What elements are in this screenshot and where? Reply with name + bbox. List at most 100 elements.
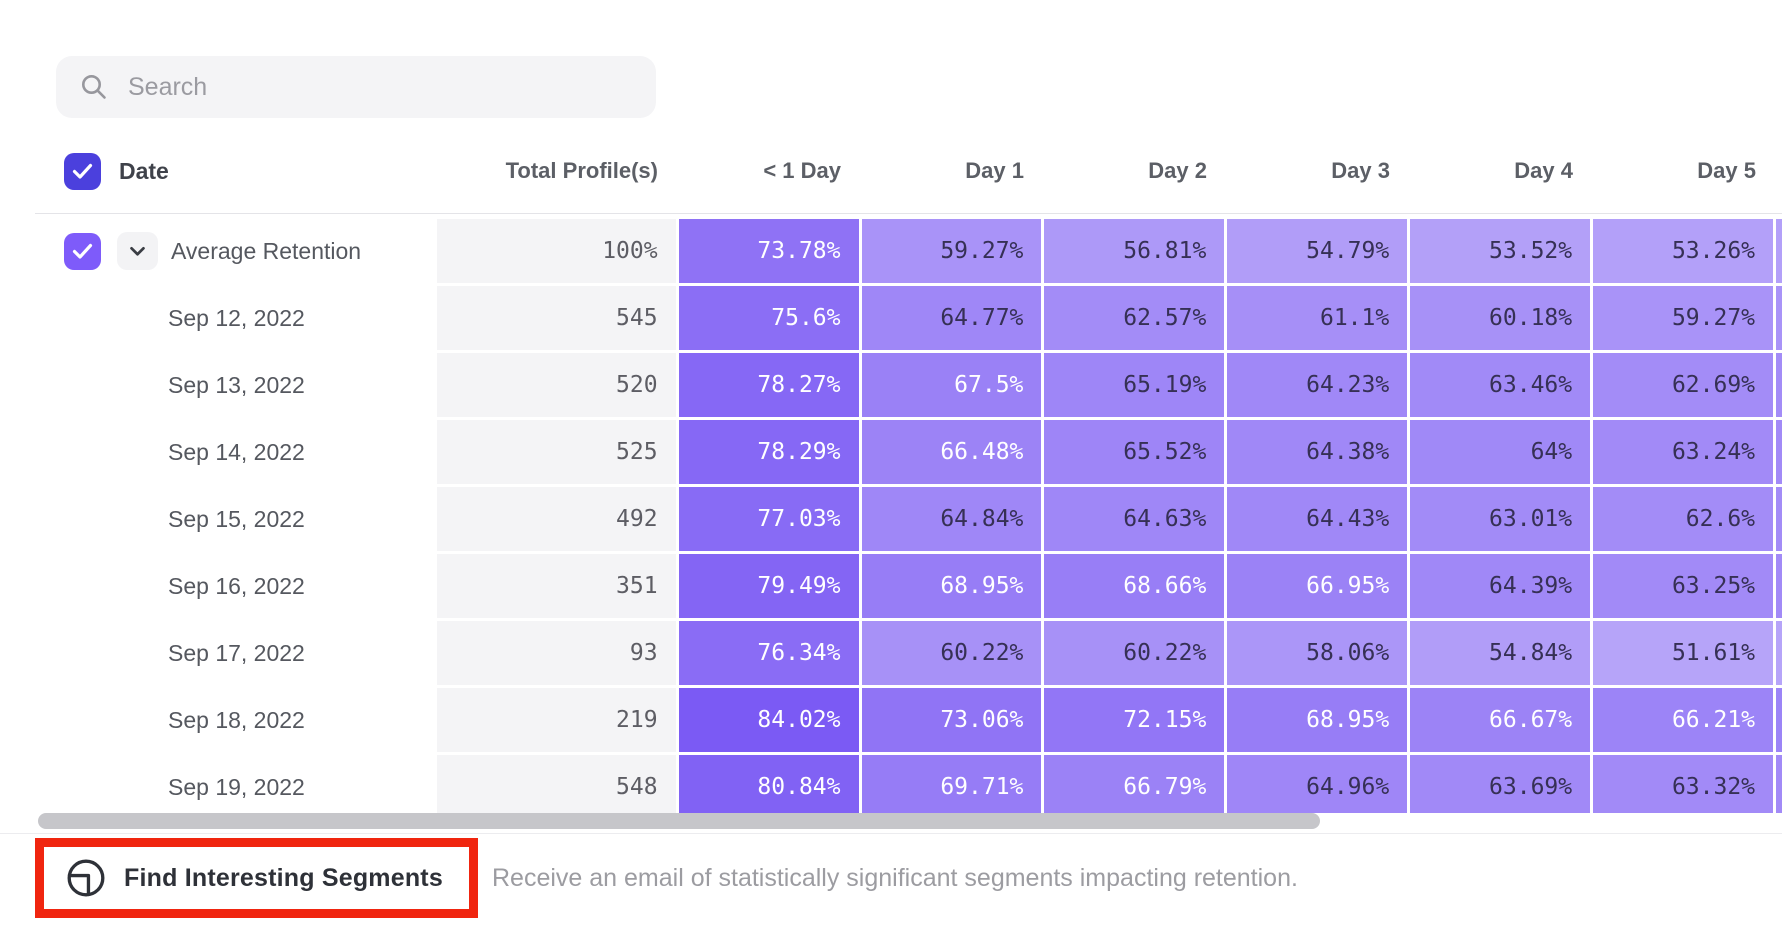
clipped-next-column-cell (1776, 420, 1782, 484)
total-profiles-cell: 351 (436, 554, 676, 618)
clipped-next-column-cell (1776, 688, 1782, 752)
column-header-day-3: Day 3 (1331, 158, 1390, 183)
table-row: Sep 15, 2022 492 77.03% 64.84% 64.63% 64.43% 6… (0, 487, 1782, 551)
total-profiles-cell: 545 (436, 286, 676, 350)
row-label: Sep 16, 2022 (168, 572, 305, 599)
retention-cell[interactable]: 61.1% (1227, 286, 1408, 350)
clipped-next-column-cell (1776, 755, 1782, 813)
row-label: Sep 13, 2022 (168, 371, 305, 398)
retention-cell[interactable]: 62.69% (1593, 353, 1774, 417)
column-header-day-1: Day 1 (965, 158, 1024, 183)
retention-cell[interactable]: 64.43% (1227, 487, 1408, 551)
retention-cell[interactable]: 66.79% (1044, 755, 1225, 813)
retention-cell[interactable]: 58.06% (1227, 621, 1408, 685)
retention-cell[interactable]: 53.26% (1593, 219, 1774, 283)
retention-cell[interactable]: 59.27% (861, 219, 1042, 283)
retention-cell[interactable]: 62.57% (1044, 286, 1225, 350)
clipped-next-column-cell (1776, 219, 1782, 283)
retention-cell[interactable]: 62.6% (1593, 487, 1774, 551)
retention-cell[interactable]: 84.02% (678, 688, 859, 752)
retention-cell[interactable]: 80.84% (678, 755, 859, 813)
retention-cell[interactable]: 64.23% (1227, 353, 1408, 417)
retention-cell[interactable]: 79.49% (678, 554, 859, 618)
column-header--1-day: < 1 Day (763, 158, 841, 183)
retention-cell[interactable]: 68.95% (861, 554, 1042, 618)
retention-cell[interactable]: 51.61% (1593, 621, 1774, 685)
row-label: Sep 18, 2022 (168, 706, 305, 733)
clipped-next-column-cell (1776, 286, 1782, 350)
retention-cell[interactable]: 66.48% (861, 420, 1042, 484)
retention-cell[interactable]: 64.84% (861, 487, 1042, 551)
horizontal-scrollbar-thumb[interactable] (38, 813, 1320, 829)
row-label: Sep 19, 2022 (168, 773, 305, 800)
search-bar[interactable] (56, 56, 656, 118)
column-header-date: Date (119, 157, 169, 184)
total-profiles-cell: 219 (436, 688, 676, 752)
retention-cell[interactable]: 63.01% (1410, 487, 1591, 551)
table-row: Sep 17, 2022 93 76.34% 60.22% 60.22% 58.06% 54… (0, 621, 1782, 685)
retention-cell[interactable]: 63.46% (1410, 353, 1591, 417)
retention-cell[interactable]: 78.29% (678, 420, 859, 484)
retention-cell[interactable]: 78.27% (678, 353, 859, 417)
retention-cell[interactable]: 73.06% (861, 688, 1042, 752)
retention-cell[interactable]: 66.21% (1593, 688, 1774, 752)
expand-collapse-button[interactable] (117, 232, 158, 270)
retention-cell[interactable]: 63.69% (1410, 755, 1591, 813)
header-divider (35, 213, 1782, 214)
search-input[interactable] (126, 71, 610, 103)
retention-cell[interactable]: 64.96% (1227, 755, 1408, 813)
retention-cell[interactable]: 63.24% (1593, 420, 1774, 484)
retention-table-body: Average Retention 100% 73.78% 59.27% 56.81% 5… (0, 219, 1782, 813)
retention-cell[interactable]: 54.79% (1227, 219, 1408, 283)
average-retention-checkbox[interactable] (64, 232, 101, 270)
retention-cell[interactable]: 72.15% (1044, 688, 1225, 752)
retention-cell[interactable]: 63.25% (1593, 554, 1774, 618)
retention-cell[interactable]: 77.03% (678, 487, 859, 551)
retention-cell[interactable]: 64.63% (1044, 487, 1225, 551)
retention-cell[interactable]: 63.32% (1593, 755, 1774, 813)
column-header-total-profiles: Total Profile(s) (505, 158, 658, 183)
retention-cell[interactable]: 64% (1410, 420, 1591, 484)
row-date-cell: Sep 19, 2022 (0, 755, 437, 813)
row-label: Average Retention (171, 237, 362, 264)
retention-cell[interactable]: 64.39% (1410, 554, 1591, 618)
retention-cell[interactable]: 75.6% (678, 286, 859, 350)
clipped-next-column-cell (1776, 353, 1782, 417)
retention-cell[interactable]: 67.5% (861, 353, 1042, 417)
search-icon (80, 73, 108, 101)
retention-cell[interactable]: 53.52% (1410, 219, 1591, 283)
table-row: Sep 12, 2022 545 75.6% 64.77% 62.57% 61.1% 60.… (0, 286, 1782, 350)
retention-cell[interactable]: 76.34% (678, 621, 859, 685)
table-row: Average Retention 100% 73.78% 59.27% 56.81% 5… (0, 219, 1782, 283)
retention-cell[interactable]: 69.71% (861, 755, 1042, 813)
retention-cell[interactable]: 64.38% (1227, 420, 1408, 484)
retention-cell[interactable]: 68.66% (1044, 554, 1225, 618)
clipped-next-column-cell (1776, 487, 1782, 551)
select-all-checkbox[interactable] (64, 152, 101, 190)
retention-cell[interactable]: 65.19% (1044, 353, 1225, 417)
table-header-row: Date Total Profile(s) < 1 Day Day 1 Day 2 Da… (0, 143, 1782, 199)
row-date-cell: Sep 16, 2022 (0, 554, 437, 618)
retention-cell[interactable]: 56.81% (1044, 219, 1225, 283)
retention-cell[interactable]: 60.22% (1044, 621, 1225, 685)
retention-cell[interactable]: 64.77% (861, 286, 1042, 350)
retention-cell[interactable]: 66.67% (1410, 688, 1591, 752)
total-profiles-cell: 100% (436, 219, 676, 283)
table-row: Sep 13, 2022 520 78.27% 67.5% 65.19% 64.23% 63… (0, 353, 1782, 417)
clipped-next-column-cell (1776, 621, 1782, 685)
table-row: Sep 18, 2022 219 84.02% 73.06% 72.15% 68.95% 6… (0, 688, 1782, 752)
retention-cell[interactable]: 60.18% (1410, 286, 1591, 350)
retention-cell[interactable]: 60.22% (861, 621, 1042, 685)
footer-divider (0, 833, 1782, 834)
retention-cell[interactable]: 59.27% (1593, 286, 1774, 350)
find-interesting-segments-label: Find Interesting Segments (124, 863, 443, 892)
find-interesting-segments-button[interactable]: Find Interesting Segments (35, 838, 478, 918)
retention-cell[interactable]: 65.52% (1044, 420, 1225, 484)
table-row: Sep 14, 2022 525 78.29% 66.48% 65.52% 64.38% 6… (0, 420, 1782, 484)
retention-cell[interactable]: 73.78% (678, 219, 859, 283)
row-label: Sep 15, 2022 (168, 505, 305, 532)
retention-cell[interactable]: 66.95% (1227, 554, 1408, 618)
retention-cell[interactable]: 54.84% (1410, 621, 1591, 685)
retention-cell[interactable]: 68.95% (1227, 688, 1408, 752)
total-profiles-cell: 525 (436, 420, 676, 484)
